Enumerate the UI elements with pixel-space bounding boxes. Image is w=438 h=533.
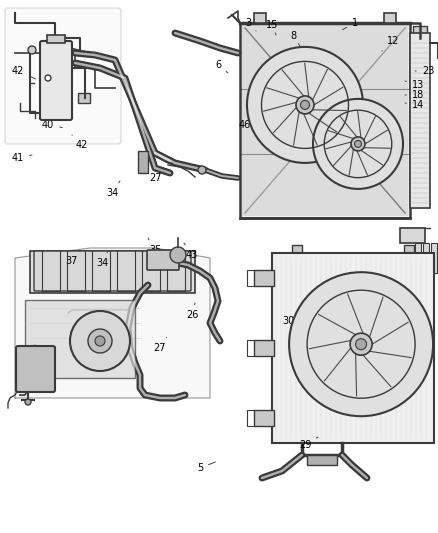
Text: 42: 42 xyxy=(12,66,35,79)
Bar xyxy=(384,13,396,23)
Bar xyxy=(413,26,427,38)
FancyBboxPatch shape xyxy=(147,250,179,270)
Bar xyxy=(307,455,337,465)
Text: 35: 35 xyxy=(148,238,161,255)
Bar xyxy=(404,245,414,253)
FancyBboxPatch shape xyxy=(5,8,121,144)
FancyBboxPatch shape xyxy=(16,346,55,392)
Text: 27: 27 xyxy=(142,168,161,183)
Text: 13: 13 xyxy=(405,80,424,90)
Text: 14: 14 xyxy=(405,100,424,110)
Text: 41: 41 xyxy=(12,153,32,163)
Circle shape xyxy=(300,100,310,109)
Text: 26: 26 xyxy=(186,303,198,320)
Text: 1: 1 xyxy=(343,18,358,30)
Text: 37: 37 xyxy=(66,250,80,266)
Bar xyxy=(415,243,421,273)
Circle shape xyxy=(350,333,372,355)
Circle shape xyxy=(25,399,31,405)
Bar xyxy=(400,228,425,243)
Text: 15: 15 xyxy=(266,20,278,35)
Bar xyxy=(242,25,408,216)
Bar xyxy=(423,243,429,273)
Bar xyxy=(272,253,434,443)
Circle shape xyxy=(296,96,314,114)
Circle shape xyxy=(247,47,363,163)
Text: 29: 29 xyxy=(299,437,318,450)
Text: 20: 20 xyxy=(370,155,384,170)
Text: 46: 46 xyxy=(239,115,252,130)
Bar xyxy=(30,251,195,293)
Text: 30: 30 xyxy=(282,316,300,326)
Bar xyxy=(138,151,148,173)
Text: 34: 34 xyxy=(106,181,120,198)
Circle shape xyxy=(45,75,51,81)
Text: 43: 43 xyxy=(184,243,198,260)
Circle shape xyxy=(356,338,367,350)
Text: 23: 23 xyxy=(415,66,434,76)
Text: 42: 42 xyxy=(72,135,88,150)
Text: 5: 5 xyxy=(197,462,215,473)
Text: 27: 27 xyxy=(154,337,166,353)
Text: 34: 34 xyxy=(96,251,108,268)
Bar xyxy=(410,33,430,208)
Text: 40: 40 xyxy=(42,120,62,130)
Bar xyxy=(78,93,90,103)
Bar xyxy=(431,243,437,273)
Bar xyxy=(292,245,302,253)
Circle shape xyxy=(289,272,433,416)
Circle shape xyxy=(28,46,36,54)
Text: 9: 9 xyxy=(325,133,335,148)
Circle shape xyxy=(198,166,206,174)
FancyBboxPatch shape xyxy=(34,251,191,291)
Text: 3: 3 xyxy=(245,18,256,31)
FancyBboxPatch shape xyxy=(40,41,72,120)
Bar xyxy=(254,13,266,23)
Text: 19: 19 xyxy=(380,123,398,133)
Bar xyxy=(254,410,274,426)
Wedge shape xyxy=(170,247,186,263)
Text: 18: 18 xyxy=(405,90,424,100)
Circle shape xyxy=(313,99,403,189)
Text: 12: 12 xyxy=(382,36,399,51)
Circle shape xyxy=(351,137,365,151)
Text: 8: 8 xyxy=(290,31,300,46)
Bar xyxy=(254,340,274,356)
Circle shape xyxy=(95,336,105,346)
Circle shape xyxy=(88,329,112,353)
Circle shape xyxy=(354,140,361,148)
Circle shape xyxy=(70,311,130,371)
Bar xyxy=(25,300,135,378)
Bar xyxy=(240,23,410,218)
Text: 11: 11 xyxy=(267,135,279,150)
Text: 28: 28 xyxy=(16,345,35,356)
Polygon shape xyxy=(15,248,210,398)
Bar xyxy=(47,35,65,43)
Text: 6: 6 xyxy=(215,60,228,73)
Bar xyxy=(254,270,274,286)
